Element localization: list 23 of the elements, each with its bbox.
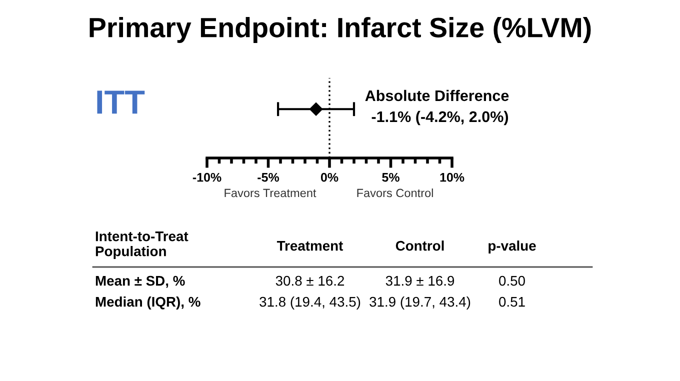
x-tick-label: -10% (192, 172, 222, 182)
annotation: Absolute Difference (365, 90, 509, 102)
x-tick-label: -5% (258, 172, 280, 182)
text: Treatment (276, 241, 344, 251)
text: p-value (488, 240, 536, 254)
text: Favors Control (357, 188, 433, 198)
text: 31.9 (19.7, 43.4) (370, 296, 470, 310)
x-tick-label: 10% (440, 172, 464, 182)
text: 0.51 (499, 296, 525, 307)
chart-title: Primary Endpoint: Infarct Size (%LVM) (90, 17, 591, 43)
text: 30.8 ± 16.2 (276, 276, 344, 286)
text: ITT (97, 90, 145, 114)
text: Favors Treatment (224, 188, 316, 198)
text: 0.50 (499, 276, 525, 286)
text: Median (IQR), % (96, 296, 200, 310)
text: 31.9 ± 16.9 (386, 276, 454, 286)
text: Control (396, 240, 444, 251)
text: 31.8 (19.4, 43.5) (260, 296, 360, 310)
text: Intent-to-Treat Population (96, 232, 188, 259)
x-tick-label: 0% (320, 172, 338, 182)
text: Mean ± SD, % (96, 276, 185, 288)
annotation: -1.1% (-4.2%, 2.0%) (372, 110, 508, 126)
x-tick-label: 5% (382, 172, 400, 182)
